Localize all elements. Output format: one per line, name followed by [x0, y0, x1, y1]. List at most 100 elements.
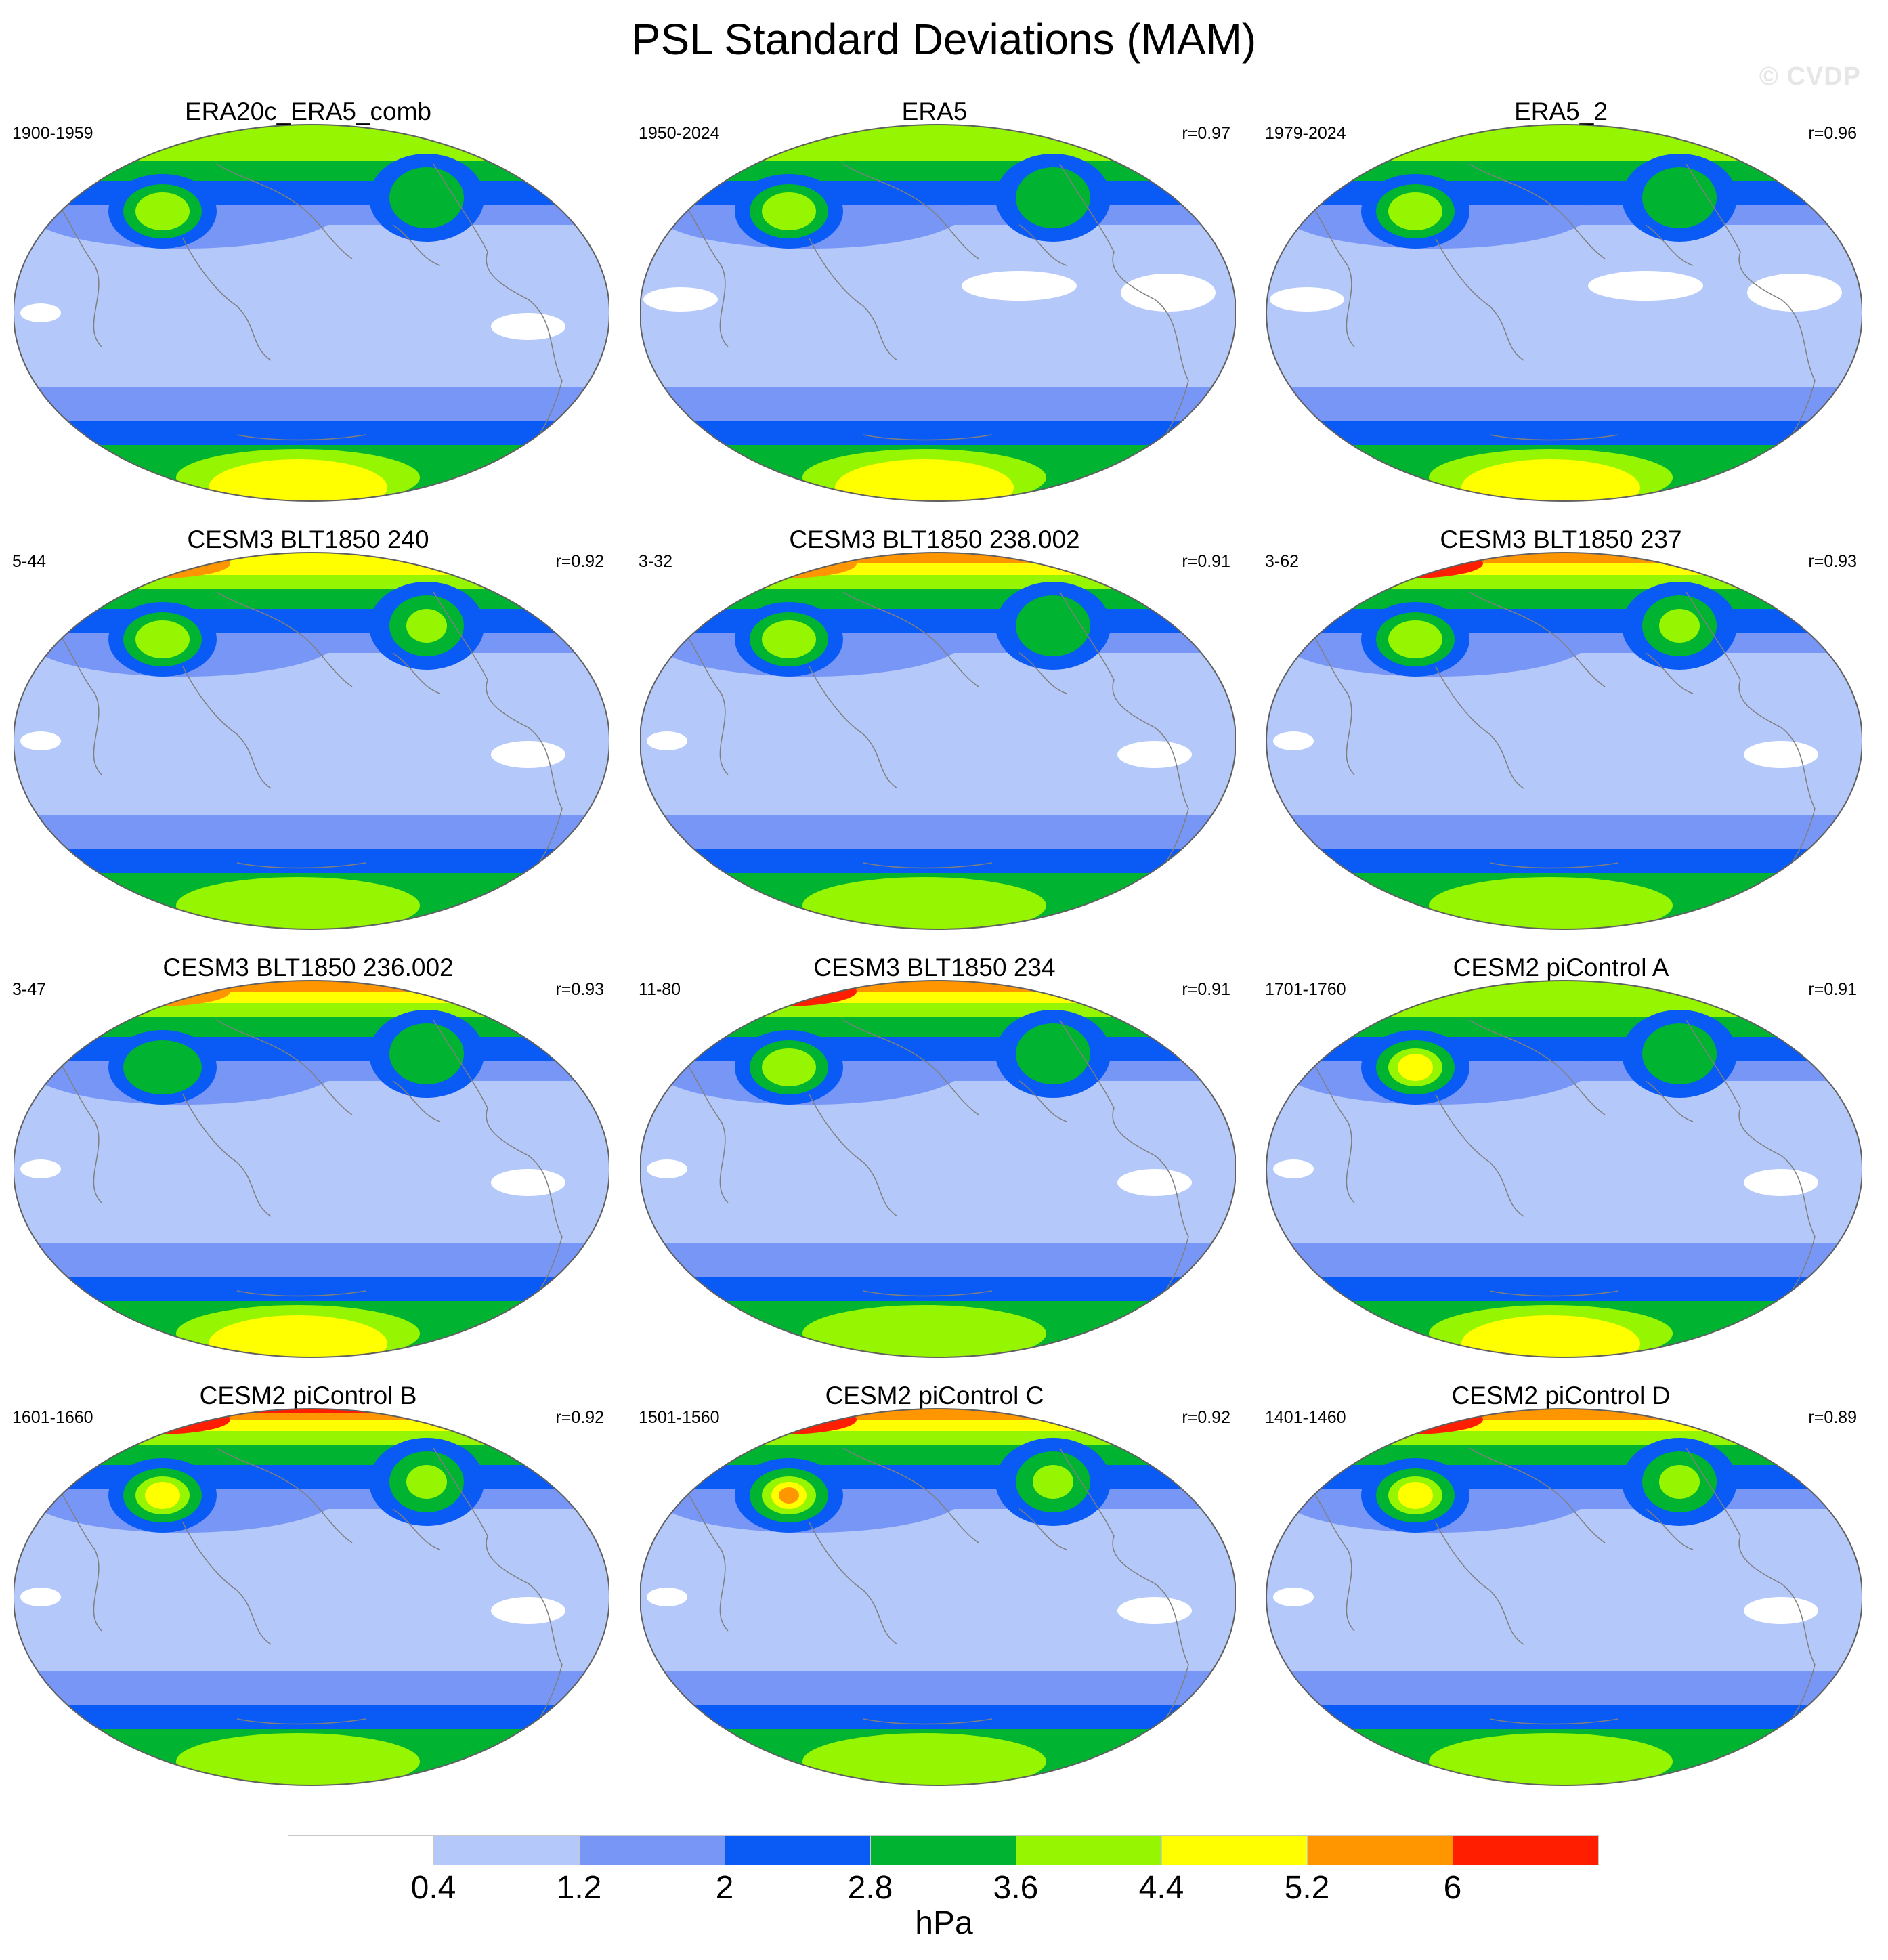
coastline: [1469, 163, 1606, 259]
panel-pattern-correlation: r=0.97: [1182, 124, 1230, 143]
contour-tropical-minimum: [1117, 1597, 1192, 1624]
coastline: [863, 862, 993, 869]
map-panel: CESM3 BLT1850 237 3-62 r=0.93: [1253, 523, 1869, 930]
coastline: [809, 666, 898, 789]
contour-tropical-minimum: [1747, 274, 1842, 312]
contour-tropical-minimum: [20, 303, 61, 322]
panel-pattern-correlation: r=0.91: [1182, 552, 1230, 571]
map-panel: CESM3 BLT1850 234 11-80 r=0.91: [626, 951, 1243, 1358]
panel-year-range: 3-32: [639, 552, 673, 571]
coastline: [842, 163, 979, 259]
globe-outline: [14, 980, 609, 1358]
colorbar-swatch: [1307, 1835, 1453, 1865]
map-panel: CESM3 BLT1850 240 5-44 r=0.92: [0, 523, 616, 930]
robinson-map: [1266, 124, 1862, 502]
coastline: [182, 1094, 272, 1217]
figure-title: PSL Standard Deviations (MAM): [631, 15, 1257, 64]
contour-tropical-minimum: [1270, 287, 1344, 312]
coastline: [863, 434, 993, 441]
contour-tropical-minimum: [491, 1597, 565, 1624]
coastline: [216, 163, 353, 259]
colorbar: [288, 1835, 1599, 1867]
contour-tropical-minimum: [1588, 271, 1703, 301]
map-panel: CESM3 BLT1850 236.002 3-47 r=0.93: [0, 951, 616, 1358]
contour-north-pacific-maximum: [762, 192, 816, 230]
coastline: [1059, 1019, 1189, 1305]
coastline: [236, 1290, 366, 1297]
panel-year-range: 3-62: [1265, 552, 1300, 571]
contour-tropical-minimum: [1744, 741, 1818, 768]
contour-band-arctic: [14, 125, 609, 161]
coastline: [1018, 652, 1067, 694]
coastline: [1435, 1094, 1524, 1217]
contour-north-atlantic-maximum: [389, 167, 464, 228]
panel-pattern-correlation: r=0.92: [1182, 1408, 1230, 1427]
contour-field: [640, 1409, 1236, 1785]
panel-title: ERA5_2: [1514, 98, 1608, 125]
robinson-map: [640, 552, 1236, 930]
contour-southern-ocean-core: [264, 461, 345, 490]
robinson-map: [640, 124, 1236, 502]
panel-year-range: 1900-1959: [12, 124, 93, 143]
contour-tropical-minimum: [1117, 1169, 1192, 1196]
contour-field: [1266, 553, 1862, 929]
contour-north-atlantic-maximum: [1659, 609, 1700, 643]
robinson-map: [14, 1408, 609, 1786]
colorbar-tick-label: 0.4: [410, 1870, 456, 1906]
coastline: [1059, 163, 1189, 449]
coastline: [392, 1080, 441, 1122]
coastline: [1645, 224, 1694, 266]
globe-outline: [640, 552, 1236, 930]
panel-title: CESM2 piControl D: [1451, 1382, 1671, 1409]
globe-outline: [1266, 552, 1862, 930]
coastline: [182, 1522, 272, 1645]
coastline: [216, 1019, 353, 1115]
contour-field: [14, 1409, 609, 1785]
panel-title: CESM2 piControl C: [825, 1382, 1044, 1409]
coastline: [1018, 1080, 1067, 1122]
contour-band-arctic: [14, 1409, 609, 1413]
panel-title: CESM3 BLT1850 240: [187, 526, 429, 553]
contour-band-arctic: [1266, 981, 1862, 1017]
coastline: [1489, 862, 1619, 869]
coastline: [236, 434, 366, 441]
contour-southern-ocean-maximum: [802, 1305, 1046, 1357]
contour-band-arctic: [1266, 125, 1862, 161]
contour-north-pacific-maximum: [1388, 620, 1442, 658]
robinson-map: [1266, 1408, 1862, 1786]
panel-title: CESM3 BLT1850 234: [813, 954, 1056, 981]
contour-field: [1266, 981, 1862, 1357]
contour-band-arctic: [14, 553, 609, 575]
map-panel: ERA20c_ERA5_comb 1900-1959: [0, 95, 616, 502]
contour-north-pacific-maximum: [779, 1487, 799, 1504]
contour-north-pacific-maximum: [1388, 192, 1442, 230]
contour-southern-ocean-core: [1517, 461, 1598, 490]
panel-year-range: 11-80: [639, 980, 681, 999]
panel-title: CESM3 BLT1850 238.002: [789, 526, 1080, 553]
coastline: [1435, 1522, 1524, 1645]
contour-tropical-minimum: [647, 731, 687, 750]
contour-tropical-minimum: [643, 287, 718, 312]
coastline: [182, 666, 272, 789]
contour-tropical-minimum: [1744, 1597, 1818, 1624]
panel-pattern-correlation: r=0.92: [555, 1408, 604, 1427]
contour-north-atlantic-maximum: [1016, 1023, 1090, 1084]
contour-southern-ocean-maximum: [802, 877, 1046, 929]
coastline: [1018, 1508, 1067, 1550]
coastline: [1489, 1290, 1619, 1297]
contour-southern-ocean-core: [1517, 1317, 1598, 1346]
coastline: [433, 591, 563, 877]
panel-title: CESM2 piControl B: [199, 1382, 417, 1409]
panel-pattern-correlation: r=0.96: [1808, 124, 1857, 143]
contour-north-atlantic-maximum: [1016, 595, 1090, 656]
contour-field: [1266, 125, 1862, 501]
coastline: [1018, 224, 1067, 266]
panel-year-range: 3-47: [12, 980, 47, 999]
globe-outline: [14, 552, 609, 930]
coastline: [1686, 591, 1816, 877]
colorbar-swatch: [725, 1835, 871, 1865]
contour-north-atlantic-maximum: [389, 1023, 464, 1084]
panel-year-range: 1501-1560: [639, 1408, 720, 1427]
contour-tropical-minimum: [647, 1159, 687, 1178]
panel-pattern-correlation: r=0.92: [555, 552, 604, 571]
